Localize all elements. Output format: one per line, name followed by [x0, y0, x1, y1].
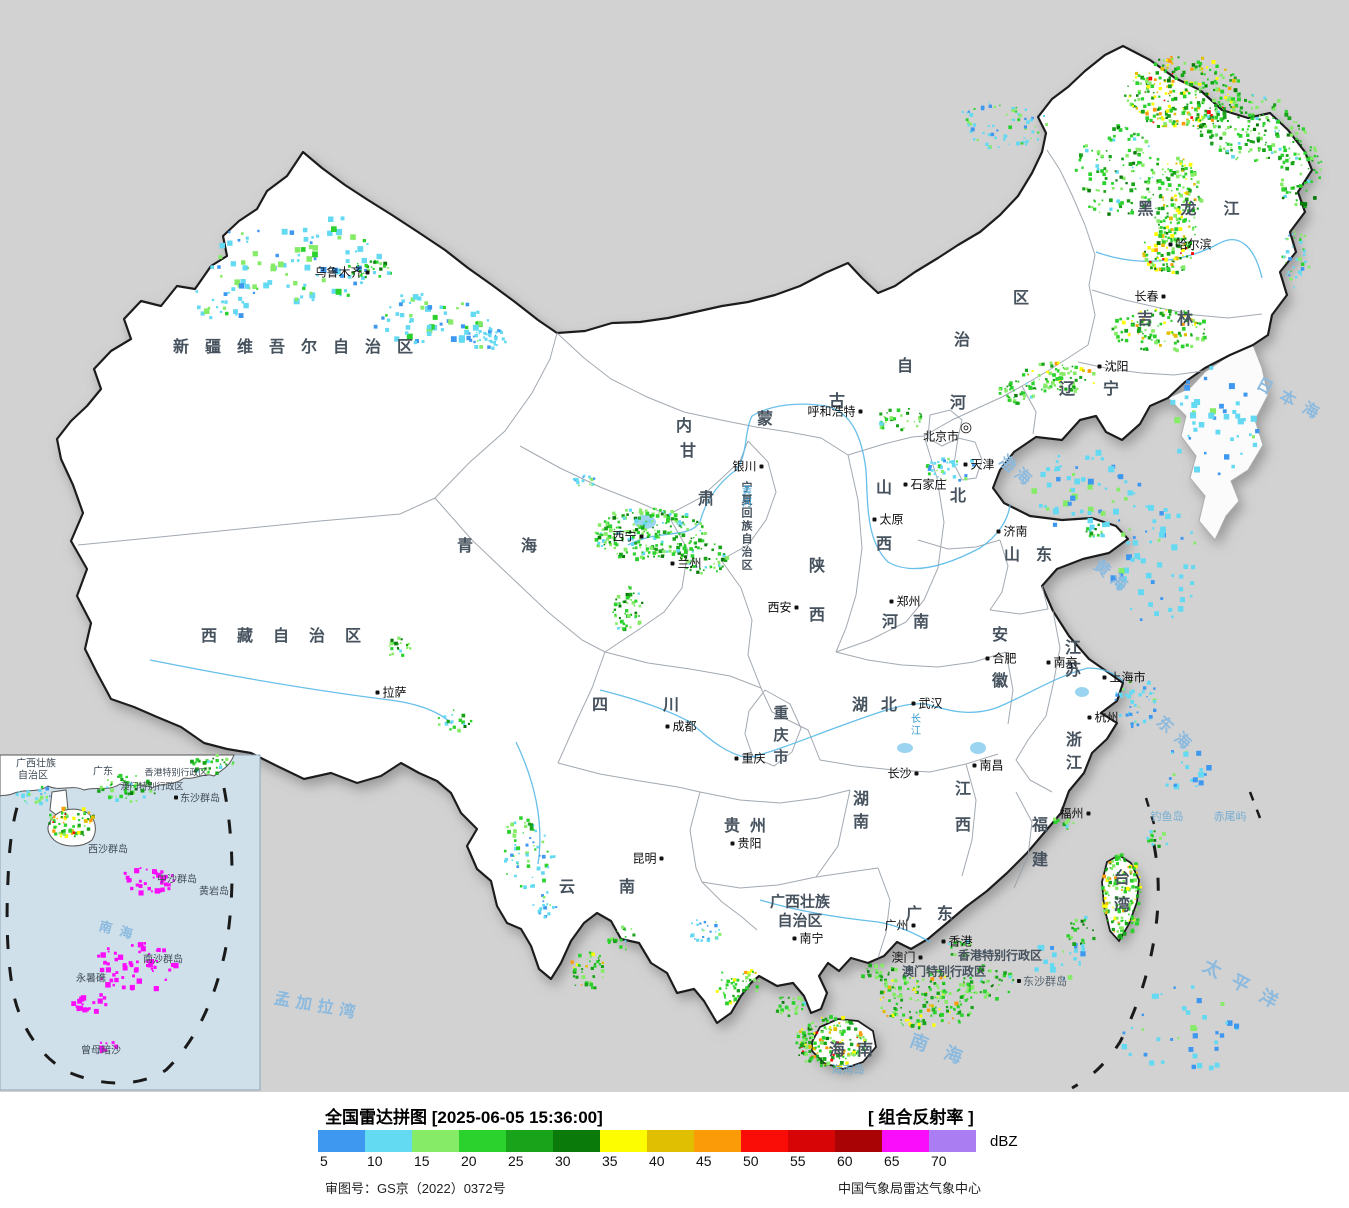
- legend-tick: 20: [461, 1153, 477, 1169]
- legend-color-cell: [694, 1130, 741, 1152]
- tai-lake: [1075, 687, 1089, 697]
- legend-color-cell: [788, 1130, 835, 1152]
- legend-color-cell: [647, 1130, 694, 1152]
- legend-tick: 65: [884, 1153, 900, 1169]
- legend-tick: 35: [602, 1153, 618, 1169]
- china-map-canvas: [0, 44, 1323, 1091]
- southwest-river: [515, 741, 541, 865]
- inset-sea: [0, 754, 261, 1091]
- legend-tick: 30: [555, 1153, 571, 1169]
- south-china-sea-inset: [0, 754, 261, 1091]
- legend-color-cell: [365, 1130, 412, 1152]
- legend-tick-row: 5 10 15 20 25 30 35 40 45 50 55 60 65 70: [318, 1153, 976, 1169]
- legend-tick: 5: [320, 1153, 328, 1169]
- legend-color-cell: [412, 1130, 459, 1152]
- legend-color-cell: [929, 1130, 976, 1152]
- legend-colorbar: [318, 1130, 976, 1152]
- legend-color-cell: [600, 1130, 647, 1152]
- radar-echo-layer: [195, 55, 1323, 1071]
- product-type: [ 组合反射率 ]: [868, 1108, 974, 1127]
- nine-dash-line: [5, 787, 234, 1085]
- legend-color-cell: [553, 1130, 600, 1152]
- legend-unit: dBZ: [990, 1133, 1018, 1150]
- legend-tick: 10: [367, 1153, 383, 1169]
- legend-panel: 全国雷达拼图 [2025-06-05 15:36:00] [ 组合反射率 ] d…: [0, 1092, 1349, 1208]
- legend-color-cell: [835, 1130, 882, 1152]
- ten-dash-line-east: [1071, 844, 1160, 1090]
- diaoyu-dash: [1144, 797, 1156, 825]
- legend-tick: 55: [790, 1153, 806, 1169]
- legend-color-cell: [459, 1130, 506, 1152]
- songhua-river: [1095, 239, 1263, 279]
- chiwei-dash: [1248, 791, 1262, 819]
- dash-boundary-lines: [1071, 791, 1262, 1090]
- rivers: [149, 239, 1263, 943]
- legend-tick: 50: [743, 1153, 759, 1169]
- legend-tick: 15: [414, 1153, 430, 1169]
- product-title: 全国雷达拼图 [2025-06-05 15:36:00]: [325, 1108, 603, 1127]
- province-boundaries: [77, 149, 1263, 959]
- map-approval-number: 审图号：GS京（2022）0372号: [325, 1181, 506, 1196]
- inset-radar-echo-layer: [15, 754, 235, 1054]
- pearl-river: [759, 899, 931, 943]
- dongting-lake: [897, 743, 913, 753]
- legend-color-cell: [741, 1130, 788, 1152]
- legend-tick: 40: [649, 1153, 665, 1169]
- legend-color-cell: [882, 1130, 929, 1152]
- legend-tick: 25: [508, 1153, 524, 1169]
- yellow-river: [627, 403, 1011, 570]
- inset-hainan: [47, 808, 96, 847]
- legend-tick: 45: [696, 1153, 712, 1169]
- legend-tick: 70: [931, 1153, 947, 1169]
- legend-tick: 60: [837, 1153, 853, 1169]
- poyang-lake: [970, 742, 986, 754]
- yarlung-river: [149, 659, 453, 725]
- legend-color-cell: [506, 1130, 553, 1152]
- yangtze-river: [599, 667, 1125, 759]
- legend-color-cell: [318, 1130, 365, 1152]
- issuing-center: 中国气象局雷达气象中心: [838, 1181, 982, 1196]
